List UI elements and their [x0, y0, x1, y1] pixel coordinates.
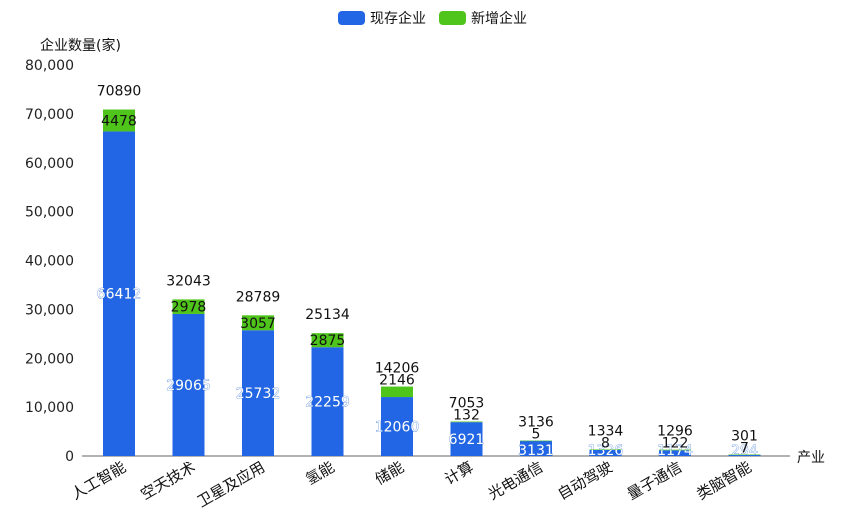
- new-value-label: 2146: [379, 373, 415, 389]
- x-category-label: 量子通信: [624, 458, 685, 504]
- bar-existing: [450, 422, 483, 456]
- new-value-label: 2978: [171, 300, 207, 316]
- total-value-label: 1334: [588, 423, 624, 439]
- existing-value-label: 22259: [305, 395, 350, 411]
- existing-value-label: 12060: [375, 420, 420, 436]
- bar-existing: [589, 449, 622, 456]
- existing-value-label: 25732: [236, 386, 281, 402]
- bar-new: [311, 333, 344, 348]
- new-value-label: 3057: [240, 316, 276, 332]
- bar-new: [450, 421, 483, 423]
- y-axis-ticks: 0 10,000 20,000 30,000 40,000 50,000 60,000 70,…: [25, 58, 74, 465]
- bar-new: [172, 299, 205, 314]
- bar-existing: [728, 454, 761, 456]
- total-value-label: 301: [731, 429, 758, 445]
- y-tick-label: 60,000: [25, 156, 74, 172]
- bar-existing: [311, 347, 344, 456]
- total-value-label: 7053: [449, 396, 485, 412]
- bar-new: [381, 386, 413, 398]
- existing-value-label: 29065: [166, 378, 211, 394]
- existing-value-label: 3131: [518, 443, 554, 459]
- x-category-label: 氢能: [303, 458, 338, 489]
- bar-new: [520, 440, 552, 442]
- total-value-label: 28789: [236, 289, 281, 305]
- y-tick-label: 70,000: [25, 107, 74, 123]
- legend-label: 新增企业: [471, 10, 527, 27]
- x-category-label: 自动驾驶: [555, 458, 616, 504]
- new-value-label: 4478: [101, 113, 137, 129]
- new-value-label: 2875: [310, 333, 346, 349]
- x-axis-title: 产业: [797, 450, 825, 466]
- x-category-label: 储能: [372, 458, 407, 489]
- legend-label: 现存企业: [370, 10, 426, 27]
- new-value-label: 132: [453, 408, 480, 424]
- total-value-label: 3136: [518, 415, 554, 431]
- bar-existing: [520, 440, 552, 456]
- bar-new: [242, 315, 274, 331]
- x-category-label: 空天技术: [138, 458, 199, 504]
- existing-value-label: 1326: [588, 443, 624, 459]
- y-tick-label: 50,000: [25, 205, 74, 221]
- y-tick-label: 30,000: [25, 302, 74, 318]
- new-value-label: 7: [740, 441, 749, 457]
- legend-swatch: [439, 11, 466, 25]
- x-category-label: 卫星及应用: [194, 458, 268, 511]
- bar-existing: [659, 450, 691, 456]
- bar-new: [103, 109, 135, 132]
- existing-value-label: 1174: [657, 443, 693, 459]
- legend-swatch: [338, 11, 365, 25]
- bar-new: [659, 449, 691, 451]
- y-tick-label: 0: [65, 449, 74, 465]
- new-value-label: 8: [601, 435, 610, 451]
- total-value-label: 14206: [375, 361, 420, 377]
- total-value-label: 25134: [305, 307, 350, 323]
- y-tick-label: 20,000: [25, 351, 74, 367]
- chart-legend: 现存企业 新增企业: [338, 10, 527, 27]
- y-tick-label: 80,000: [25, 58, 74, 74]
- bars-group: 66412 4478 70890 29065 2978 32043 25732 3057 287…: [96, 84, 761, 459]
- total-value-label: 70890: [97, 84, 142, 100]
- existing-value-label: 66412: [97, 287, 142, 303]
- bar-existing: [103, 131, 135, 456]
- bar-new: [728, 454, 761, 456]
- y-tick-label: 10,000: [25, 400, 74, 416]
- x-category-label: 类脑智能: [694, 458, 755, 504]
- bar-existing: [172, 313, 205, 456]
- existing-value-label: 6921: [449, 432, 485, 448]
- bar-existing: [242, 330, 274, 456]
- x-category-label: 人工智能: [68, 458, 129, 504]
- total-value-label: 1296: [657, 424, 693, 440]
- x-category-label: 光电通信: [485, 458, 546, 504]
- new-value-label: 5: [532, 427, 541, 443]
- y-axis-title: 企业数量(家): [40, 37, 121, 54]
- x-category-label: 计算: [442, 458, 477, 489]
- y-tick-label: 40,000: [25, 254, 74, 270]
- bar-new: [589, 449, 622, 450]
- new-value-label: 122: [662, 436, 689, 452]
- bar-existing: [381, 397, 413, 456]
- total-value-label: 32043: [166, 273, 211, 289]
